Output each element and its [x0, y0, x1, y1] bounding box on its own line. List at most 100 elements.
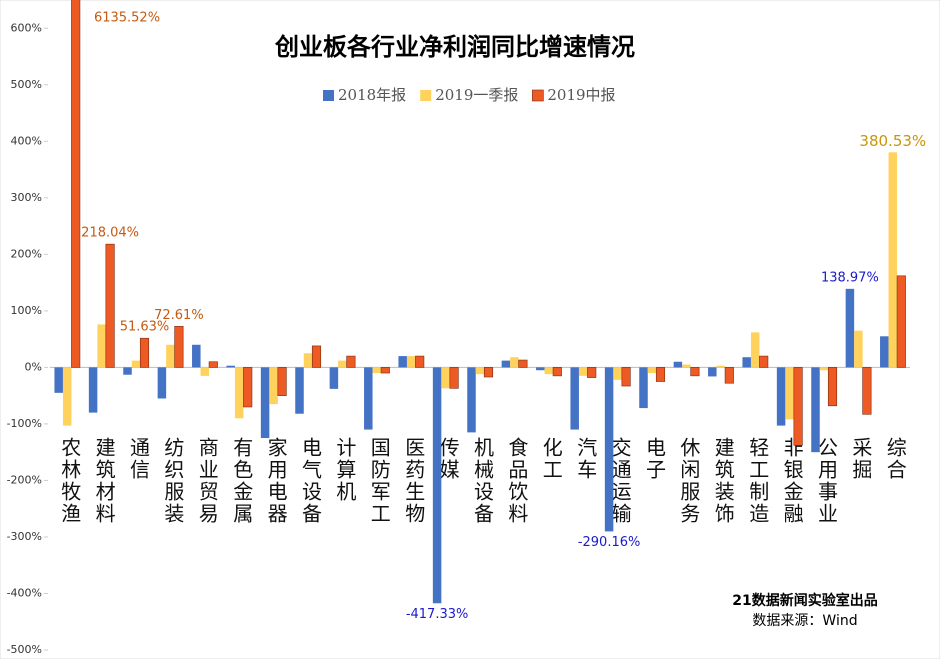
bar	[544, 367, 554, 375]
y-tick-label: -300%	[7, 530, 42, 543]
legend-swatch	[323, 90, 334, 101]
bar	[88, 367, 98, 413]
bar	[338, 360, 347, 368]
bar	[71, 0, 81, 368]
x-tick-label: 建筑材料	[92, 437, 116, 525]
bar	[759, 355, 769, 368]
bar	[819, 367, 829, 371]
x-tick-label: 纺织服装	[161, 437, 185, 525]
y-tick-label: 600%	[11, 21, 42, 34]
bar	[380, 367, 390, 374]
bar	[845, 288, 855, 368]
bar	[406, 356, 416, 368]
x-tick-label: 医药生物	[402, 437, 426, 525]
x-tick-label: 休闲服务	[677, 437, 701, 525]
value-label: 218.04%	[81, 226, 139, 241]
bar	[311, 345, 322, 368]
bar	[226, 365, 235, 368]
bar	[157, 367, 167, 399]
bar	[604, 367, 614, 532]
legend-swatch	[420, 90, 432, 101]
value-label: 51.63%	[120, 320, 170, 335]
x-tick-label: 电气设备	[299, 437, 323, 525]
bar	[570, 367, 579, 430]
bar	[208, 361, 218, 368]
value-label: -417.33%	[406, 607, 469, 622]
bar	[192, 344, 201, 368]
bar	[449, 367, 459, 389]
bar	[131, 360, 141, 368]
bar	[518, 359, 528, 368]
bar	[166, 344, 175, 368]
source: 数据来源：Wind	[752, 613, 857, 629]
y-tick-label: 0%	[25, 360, 42, 373]
value-label: 138.97%	[821, 270, 879, 285]
bar	[174, 326, 184, 368]
bar	[372, 367, 382, 374]
bar	[62, 367, 72, 426]
bar	[398, 356, 407, 368]
bar	[682, 364, 691, 368]
y-tick-label: -200%	[7, 473, 42, 486]
bar	[329, 367, 339, 389]
bar	[552, 367, 562, 377]
y-tick-label: -400%	[7, 586, 42, 599]
bar	[896, 275, 906, 368]
x-tick-label: 采掘	[849, 437, 873, 481]
bar	[260, 367, 270, 439]
bar	[105, 243, 115, 368]
y-tick-label: 500%	[11, 78, 42, 91]
x-tick-label: 非银金融	[780, 437, 804, 525]
x-tick-label: 农林牧渔	[58, 437, 82, 525]
bar	[690, 367, 700, 377]
y-tick-label: -100%	[7, 417, 42, 430]
bar	[303, 353, 313, 368]
bar	[536, 367, 545, 371]
x-tick-label: 国防军工	[367, 437, 391, 525]
y-tick-label: 300%	[11, 191, 42, 204]
bar	[475, 367, 485, 375]
x-tick-label: 机械设备	[471, 437, 495, 525]
legend-label: 2019中报	[547, 86, 615, 104]
bar	[277, 367, 287, 396]
legend-label: 2018年报	[338, 86, 406, 104]
bar	[880, 336, 889, 368]
bar	[587, 367, 597, 378]
bar	[346, 355, 356, 368]
x-tick-label: 建筑装饰	[711, 437, 735, 525]
x-tick-label: 化工	[539, 437, 563, 481]
value-label: 6135.52%	[94, 11, 160, 26]
bar	[54, 367, 63, 393]
bar	[639, 367, 648, 409]
x-tick-label: 食品饮料	[505, 437, 529, 525]
bar	[742, 357, 751, 368]
x-tick-label: 计算机	[333, 437, 357, 503]
bar	[269, 367, 278, 405]
bar	[854, 330, 863, 368]
legend-swatch	[532, 89, 544, 102]
bar	[510, 357, 519, 368]
value-label: 380.53%	[859, 132, 926, 150]
value-label: -290.16%	[578, 535, 641, 550]
bar	[613, 367, 622, 380]
bar	[647, 367, 657, 374]
x-tick-label: 轻工制造	[746, 437, 770, 525]
legend-label: 2019一季报	[435, 86, 518, 104]
bar	[467, 367, 476, 433]
bar	[501, 360, 511, 368]
x-tick-label: 家用电器	[264, 437, 288, 525]
bar	[708, 367, 717, 377]
x-tick-label: 有色金属	[230, 437, 254, 525]
bar	[621, 367, 631, 387]
bar	[432, 367, 442, 604]
y-tick-label: -500%	[7, 643, 42, 656]
y-tick-label: 100%	[11, 304, 42, 317]
bar	[724, 367, 734, 384]
bar	[811, 367, 820, 453]
bar	[200, 367, 210, 376]
bar	[243, 367, 253, 408]
bar	[776, 367, 786, 426]
x-tick-label: 电子	[643, 437, 667, 481]
